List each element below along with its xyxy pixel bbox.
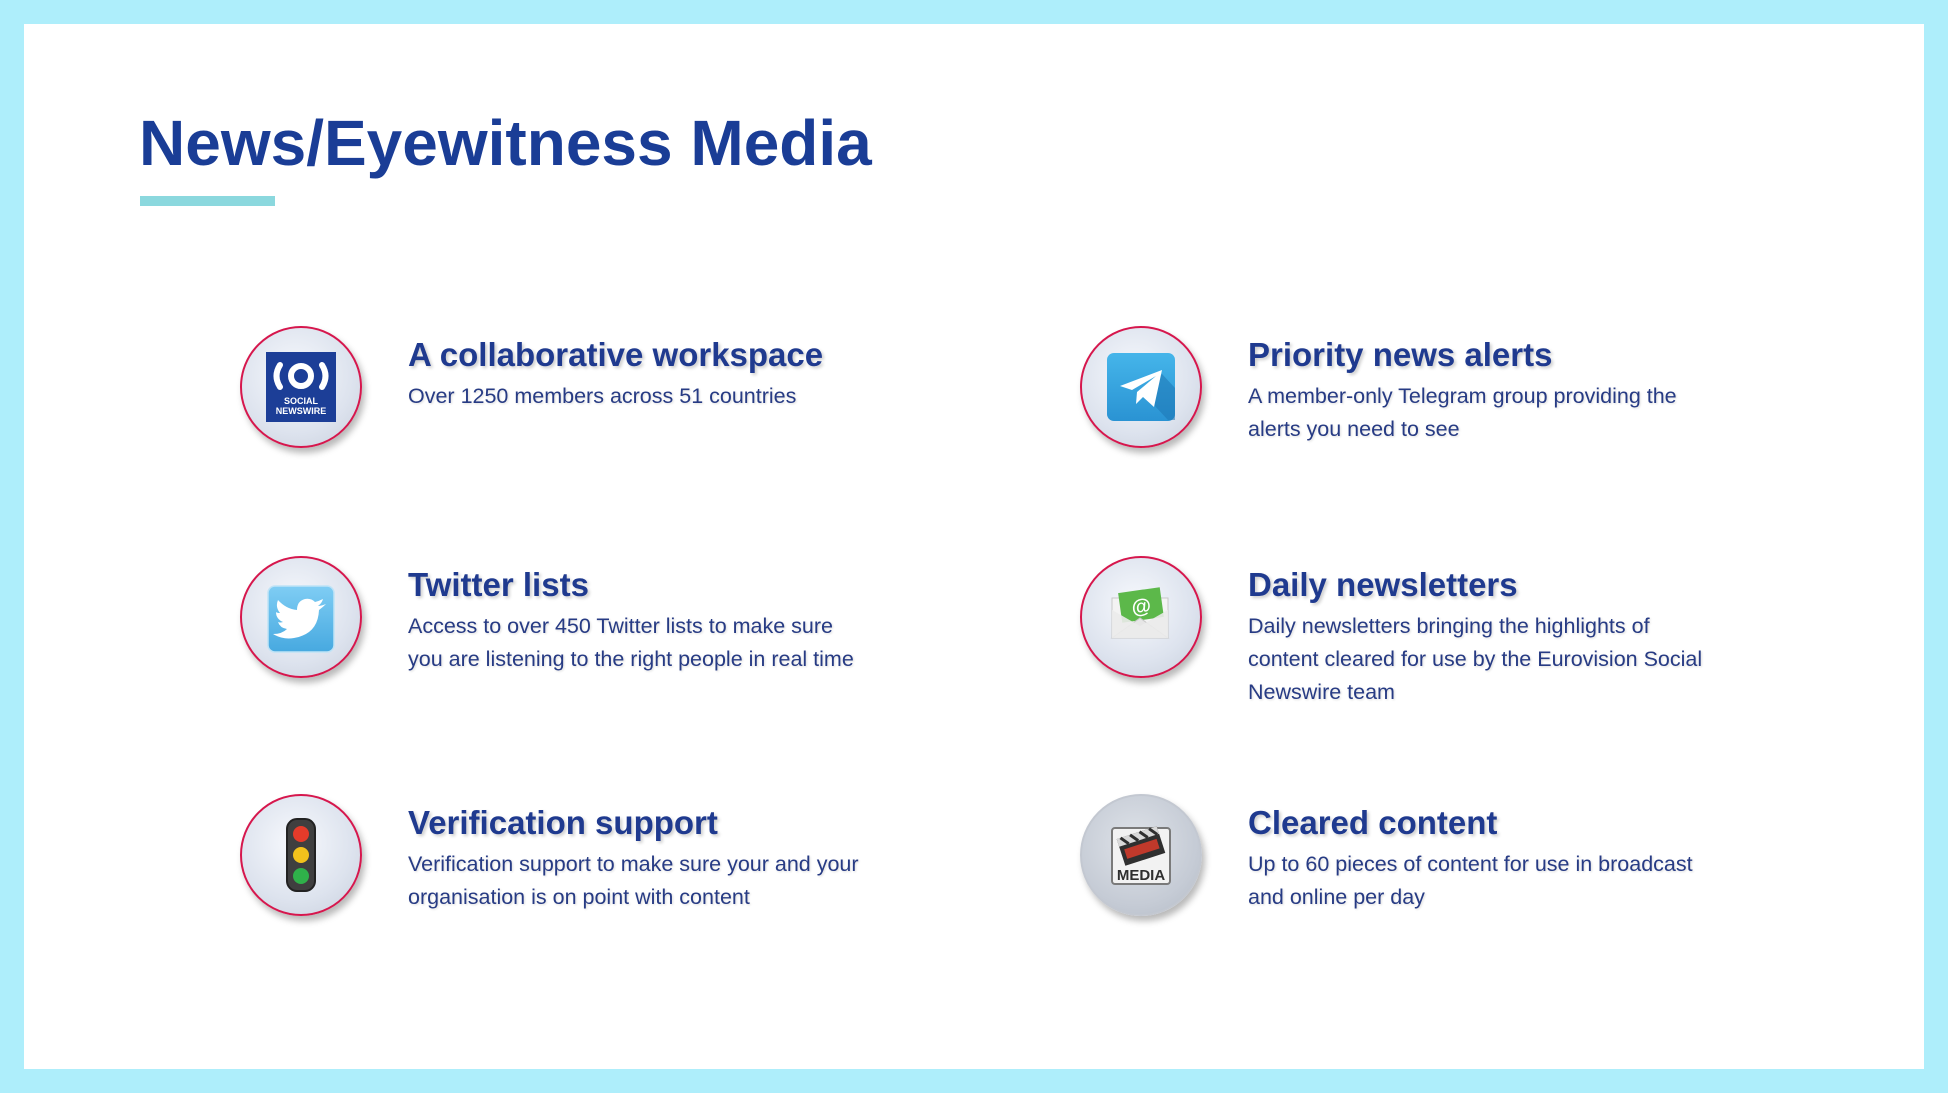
social-newswire-logo-icon: SOCIAL NEWSWIRE bbox=[240, 326, 362, 448]
feature-title: Verification support bbox=[408, 804, 718, 841]
svg-text:@: @ bbox=[1130, 595, 1152, 620]
feature-title: Cleared content bbox=[1248, 804, 1498, 841]
feature-description: Up to 60 pieces of content for use in br… bbox=[1248, 852, 1693, 909]
feature-priority-news-alerts: Priority news alerts A member-only Teleg… bbox=[1080, 326, 1880, 506]
feature-collaborative-workspace: SOCIAL NEWSWIRE A collaborative workspac… bbox=[240, 326, 1040, 506]
page-title: News/Eyewitness Media bbox=[139, 107, 872, 179]
feature-cleared-content: MEDIA Cleared content Up to 60 pieces of… bbox=[1080, 794, 1880, 974]
logo-text-newswire: NEWSWIRE bbox=[276, 406, 327, 416]
slide: News/Eyewitness Media SOCIAL NEWSWIRE A … bbox=[24, 24, 1924, 1069]
media-label: MEDIA bbox=[1117, 867, 1166, 884]
telegram-icon bbox=[1080, 326, 1202, 448]
feature-description: Over 1250 members across 51 countries bbox=[408, 384, 797, 408]
feature-description: A member-only Telegram group providing t… bbox=[1248, 384, 1677, 441]
feature-title: Daily newsletters bbox=[1248, 566, 1518, 603]
feature-verification-support: Verification support Verification suppor… bbox=[240, 794, 1040, 974]
feature-daily-newsletters: @ Daily newsletters Daily newsletters br… bbox=[1080, 556, 1880, 736]
feature-title: A collaborative workspace bbox=[408, 336, 824, 373]
feature-title: Priority news alerts bbox=[1248, 336, 1553, 373]
email-envelope-icon: @ bbox=[1080, 556, 1202, 678]
media-clapperboard-icon: MEDIA bbox=[1080, 794, 1202, 916]
traffic-light-icon bbox=[240, 794, 362, 916]
feature-twitter-lists: Twitter lists Access to over 450 Twitter… bbox=[240, 556, 1040, 736]
title-accent-bar bbox=[140, 196, 275, 206]
logo-text-social: SOCIAL bbox=[284, 396, 319, 406]
feature-description: Verification support to make sure your a… bbox=[408, 852, 859, 909]
feature-title: Twitter lists bbox=[408, 566, 589, 603]
twitter-bird-icon bbox=[240, 556, 362, 678]
feature-description: Access to over 450 Twitter lists to make… bbox=[408, 614, 854, 671]
feature-description: Daily newsletters bringing the highlight… bbox=[1248, 614, 1703, 704]
